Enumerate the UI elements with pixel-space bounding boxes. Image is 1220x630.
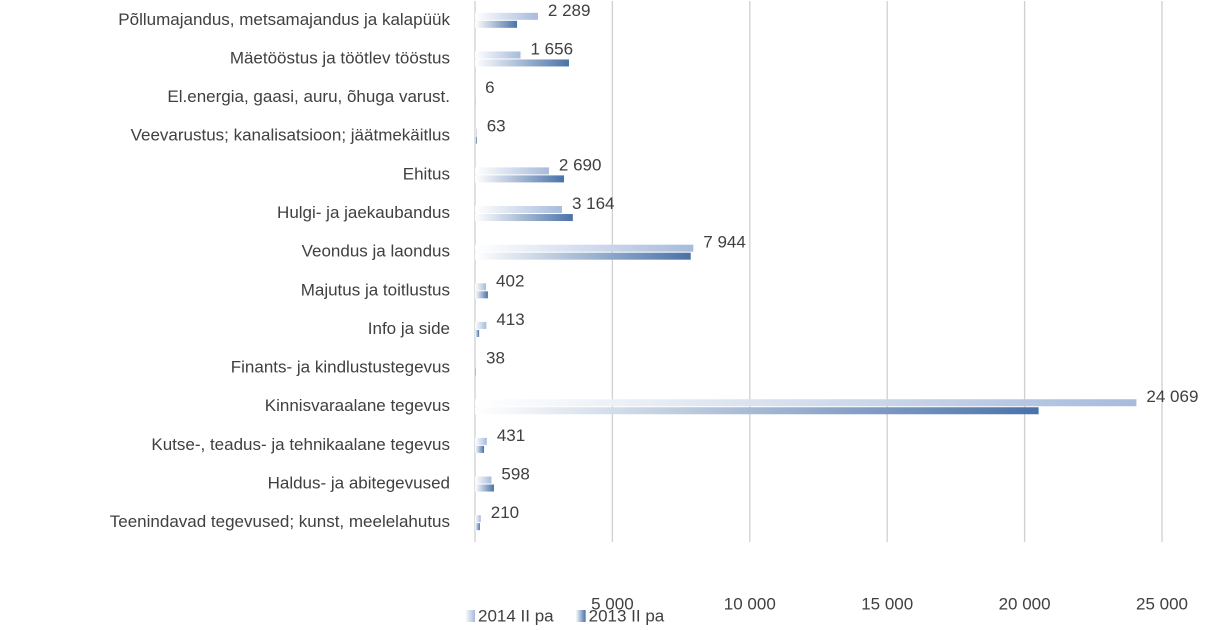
bar bbox=[475, 244, 694, 252]
bar bbox=[475, 167, 549, 175]
x-tick-label: 15 000 bbox=[861, 594, 913, 613]
category-label: Mäetööstus ja töötlev tööstus bbox=[230, 48, 450, 67]
category-label: Majutus ja toitlustus bbox=[301, 280, 450, 299]
bar bbox=[475, 399, 1137, 407]
bar bbox=[475, 329, 480, 337]
bar bbox=[475, 20, 518, 28]
bar bbox=[475, 321, 487, 329]
data-label: 413 bbox=[496, 310, 524, 329]
bar bbox=[475, 437, 487, 445]
data-label: 2 289 bbox=[548, 1, 591, 20]
bar bbox=[475, 445, 485, 453]
data-label: 63 bbox=[487, 117, 506, 136]
bar bbox=[475, 12, 538, 20]
data-label: 210 bbox=[491, 503, 519, 522]
bar bbox=[475, 360, 477, 368]
bar bbox=[475, 523, 480, 531]
category-label: Finants- ja kindlustustegevus bbox=[231, 358, 450, 377]
category-label: Kutse-, teadus- ja tehnikaalane tegevus bbox=[151, 435, 450, 454]
bar bbox=[475, 484, 494, 492]
bar bbox=[475, 175, 565, 183]
data-label: 3 164 bbox=[572, 194, 615, 213]
data-label: 24 069 bbox=[1146, 387, 1198, 406]
legend-swatch bbox=[575, 610, 586, 622]
bar bbox=[475, 283, 487, 291]
category-label: Põllumajandus, metsamajandus ja kalapüük bbox=[118, 10, 450, 29]
category-label: Info ja side bbox=[368, 319, 450, 338]
legend-label: 2014 II pa bbox=[478, 606, 554, 625]
bar bbox=[475, 407, 1039, 415]
data-label: 6 bbox=[485, 78, 494, 97]
bar bbox=[475, 51, 521, 59]
bar bbox=[475, 291, 488, 299]
bar bbox=[475, 214, 573, 222]
data-label: 7 944 bbox=[703, 233, 746, 252]
data-label: 402 bbox=[496, 271, 524, 290]
category-label: Kinnisvaraalane tegevus bbox=[265, 396, 450, 415]
data-label: 1 656 bbox=[531, 39, 574, 58]
x-tick-label: 10 000 bbox=[724, 594, 776, 613]
category-label: Veevarustus; kanalisatsioon; jäätmekäitl… bbox=[131, 126, 450, 145]
data-label: 431 bbox=[497, 426, 525, 445]
data-label: 598 bbox=[501, 465, 529, 484]
x-tick-label: 20 000 bbox=[999, 594, 1051, 613]
category-label: El.energia, gaasi, auru, õhuga varust. bbox=[167, 87, 450, 106]
data-label: 2 690 bbox=[559, 155, 602, 174]
x-tick-label: 25 000 bbox=[1136, 594, 1188, 613]
bar bbox=[475, 136, 477, 144]
legend-label: 2013 II pa bbox=[589, 606, 665, 625]
bar bbox=[475, 476, 492, 484]
data-label: 38 bbox=[486, 349, 505, 368]
bar bbox=[475, 368, 476, 376]
bar bbox=[475, 515, 481, 523]
category-label: Veondus ja laondus bbox=[302, 242, 450, 261]
bar bbox=[475, 206, 562, 214]
category-label: Haldus- ja abitegevused bbox=[268, 474, 450, 493]
category-label: Hulgi- ja jaekaubandus bbox=[277, 203, 450, 222]
legend-swatch bbox=[465, 610, 475, 622]
bar bbox=[475, 59, 569, 67]
x-tick-label: 5 000 bbox=[591, 594, 634, 613]
bar bbox=[475, 252, 691, 260]
bar bbox=[475, 128, 477, 136]
category-label: Teenindavad tegevused; kunst, meelelahut… bbox=[110, 512, 450, 531]
category-label: Ehitus bbox=[403, 164, 450, 183]
